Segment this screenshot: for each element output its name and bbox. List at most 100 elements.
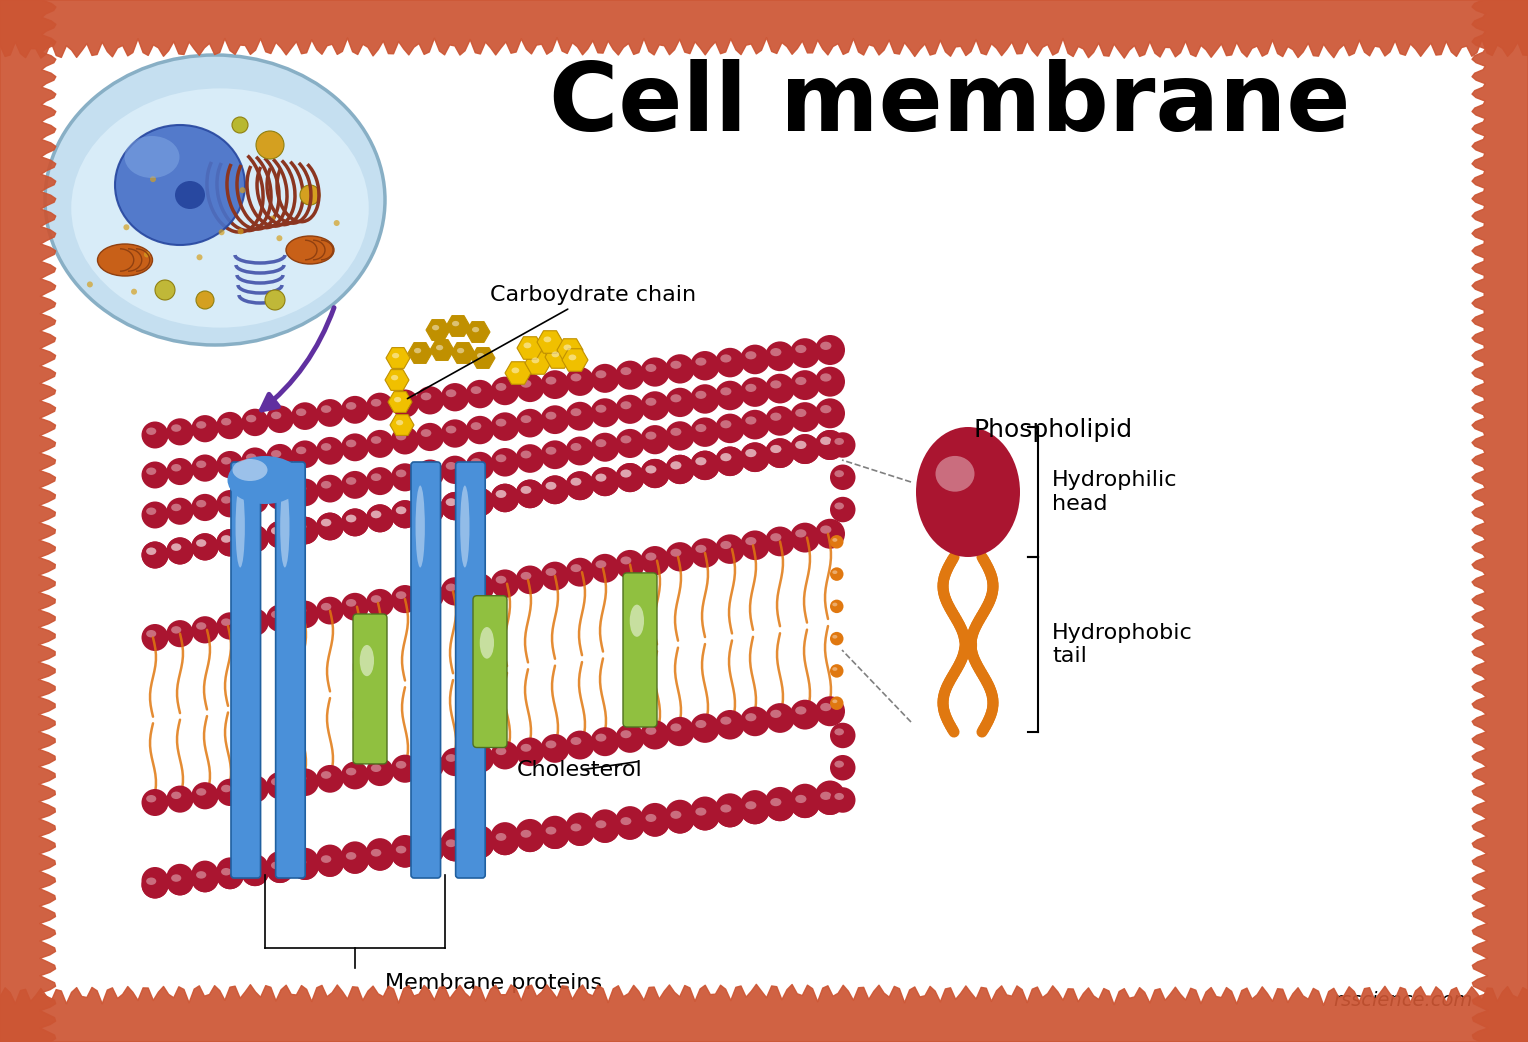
Ellipse shape — [296, 859, 306, 866]
Ellipse shape — [565, 402, 594, 430]
Ellipse shape — [770, 413, 781, 421]
Ellipse shape — [645, 814, 657, 822]
Ellipse shape — [740, 443, 770, 472]
Ellipse shape — [391, 500, 419, 528]
Ellipse shape — [790, 788, 821, 818]
Ellipse shape — [171, 543, 182, 551]
Ellipse shape — [671, 462, 681, 469]
Ellipse shape — [270, 412, 281, 419]
Ellipse shape — [590, 398, 619, 427]
Ellipse shape — [720, 804, 732, 813]
Ellipse shape — [345, 852, 356, 860]
Ellipse shape — [695, 720, 706, 728]
Ellipse shape — [715, 798, 744, 827]
Ellipse shape — [740, 377, 770, 406]
Ellipse shape — [442, 748, 469, 776]
Ellipse shape — [480, 627, 494, 659]
Ellipse shape — [241, 447, 269, 475]
Circle shape — [197, 254, 203, 260]
Ellipse shape — [565, 813, 594, 842]
Ellipse shape — [416, 423, 445, 451]
Ellipse shape — [171, 543, 182, 551]
Text: Carboydrate chain: Carboydrate chain — [408, 286, 697, 399]
Ellipse shape — [833, 699, 837, 703]
Ellipse shape — [241, 525, 269, 552]
Ellipse shape — [695, 391, 706, 399]
Ellipse shape — [766, 406, 795, 436]
Ellipse shape — [341, 762, 368, 790]
Ellipse shape — [830, 788, 856, 813]
Ellipse shape — [490, 483, 520, 513]
Ellipse shape — [570, 477, 581, 486]
Ellipse shape — [196, 500, 206, 507]
Ellipse shape — [790, 699, 821, 729]
FancyBboxPatch shape — [275, 462, 306, 878]
Ellipse shape — [321, 771, 332, 778]
Ellipse shape — [616, 361, 645, 390]
Ellipse shape — [416, 837, 445, 865]
Ellipse shape — [191, 454, 219, 481]
Ellipse shape — [790, 788, 821, 818]
Ellipse shape — [292, 441, 319, 468]
Ellipse shape — [124, 137, 179, 178]
Ellipse shape — [266, 521, 293, 548]
Ellipse shape — [715, 798, 744, 827]
Ellipse shape — [521, 415, 532, 423]
Ellipse shape — [466, 825, 494, 853]
Ellipse shape — [691, 801, 720, 830]
Ellipse shape — [222, 536, 231, 543]
Ellipse shape — [521, 744, 532, 751]
Ellipse shape — [541, 475, 570, 504]
Ellipse shape — [142, 501, 168, 528]
Ellipse shape — [570, 564, 581, 572]
Ellipse shape — [98, 244, 153, 276]
Ellipse shape — [590, 554, 619, 582]
Circle shape — [150, 176, 156, 182]
Ellipse shape — [640, 808, 669, 837]
Ellipse shape — [270, 862, 281, 869]
Ellipse shape — [645, 466, 657, 473]
Ellipse shape — [44, 55, 385, 345]
Text: Phospholipid: Phospholipid — [973, 418, 1132, 442]
Ellipse shape — [266, 521, 293, 548]
Ellipse shape — [420, 758, 431, 765]
Ellipse shape — [217, 778, 243, 807]
Ellipse shape — [645, 364, 657, 372]
Ellipse shape — [814, 785, 845, 815]
Ellipse shape — [471, 836, 481, 844]
Ellipse shape — [371, 437, 382, 444]
Ellipse shape — [596, 474, 607, 481]
Ellipse shape — [446, 840, 457, 847]
Ellipse shape — [466, 829, 494, 859]
Ellipse shape — [270, 611, 281, 618]
Ellipse shape — [620, 817, 631, 825]
Ellipse shape — [570, 819, 581, 827]
Ellipse shape — [396, 506, 406, 514]
Ellipse shape — [490, 826, 520, 855]
Ellipse shape — [570, 823, 581, 832]
Circle shape — [131, 289, 138, 295]
Ellipse shape — [746, 417, 756, 424]
Ellipse shape — [321, 443, 332, 451]
Ellipse shape — [640, 425, 669, 454]
Ellipse shape — [420, 393, 431, 400]
Ellipse shape — [167, 864, 194, 891]
Ellipse shape — [720, 354, 732, 363]
Ellipse shape — [147, 877, 156, 885]
Ellipse shape — [246, 615, 257, 622]
Ellipse shape — [391, 464, 419, 492]
Ellipse shape — [296, 523, 306, 530]
Text: Hydrophilic
head: Hydrophilic head — [1051, 470, 1178, 514]
Ellipse shape — [196, 788, 206, 796]
Ellipse shape — [167, 868, 194, 895]
Ellipse shape — [795, 795, 807, 803]
Ellipse shape — [770, 534, 781, 542]
Ellipse shape — [466, 488, 494, 516]
Ellipse shape — [515, 823, 544, 852]
Ellipse shape — [620, 730, 631, 738]
Ellipse shape — [367, 504, 394, 532]
Ellipse shape — [770, 348, 781, 356]
Ellipse shape — [367, 838, 394, 866]
Ellipse shape — [541, 734, 570, 763]
Circle shape — [299, 185, 319, 205]
